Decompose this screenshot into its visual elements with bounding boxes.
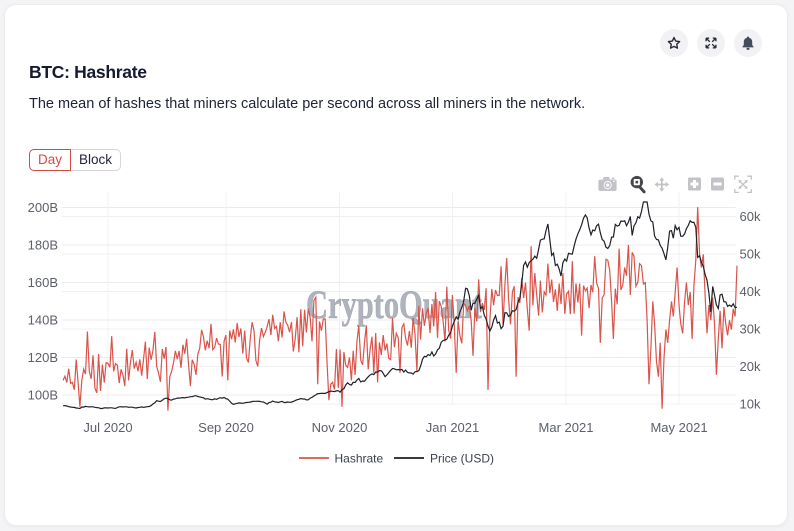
svg-text:160B: 160B [28,275,58,290]
svg-text:Nov 2020: Nov 2020 [312,420,368,435]
svg-text:CryptoQuant: CryptoQuant [306,282,483,327]
svg-text:30k: 30k [740,322,761,337]
svg-text:May 2021: May 2021 [650,420,707,435]
svg-text:140B: 140B [28,313,58,328]
svg-text:Sep 2020: Sep 2020 [198,420,254,435]
svg-text:120B: 120B [28,350,58,365]
svg-text:200B: 200B [28,200,58,215]
svg-text:20k: 20k [740,359,761,374]
svg-text:50k: 50k [740,247,761,262]
svg-text:60k: 60k [740,209,761,224]
svg-text:100B: 100B [28,388,58,403]
svg-text:Hashrate: Hashrate [335,452,384,466]
svg-text:10k: 10k [740,397,761,412]
svg-text:Mar 2021: Mar 2021 [539,420,594,435]
svg-text:Price (USD): Price (USD) [430,452,494,466]
svg-text:40k: 40k [740,284,761,299]
svg-text:Jan 2021: Jan 2021 [426,420,480,435]
svg-text:Jul 2020: Jul 2020 [83,420,132,435]
svg-text:180B: 180B [28,238,58,253]
